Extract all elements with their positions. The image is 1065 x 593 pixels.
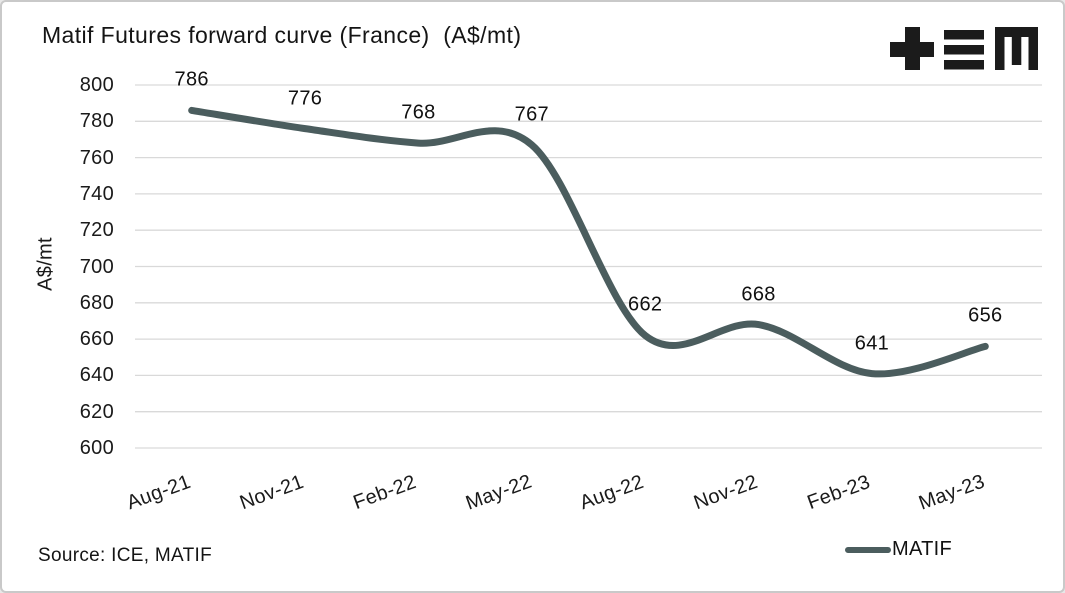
data-label: 767	[514, 103, 549, 126]
y-tick-label: 720	[79, 219, 114, 242]
data-label: 776	[287, 87, 323, 110]
y-tick-label: 600	[79, 437, 114, 459]
y-tick-label: 780	[79, 110, 114, 133]
legend-line-swatch	[845, 546, 891, 553]
data-label: 786	[174, 68, 209, 91]
series-line-matif	[188, 106, 989, 378]
y-tick-label: 620	[79, 400, 114, 423]
gridlines	[135, 84, 1042, 449]
data-label: 768	[401, 101, 436, 124]
y-tick-label: 700	[79, 255, 114, 278]
chart-title: Matif Futures forward curve (France) (A$…	[42, 22, 522, 48]
source-note: Source: ICE, MATIF	[38, 545, 212, 566]
data-label: 641	[854, 332, 890, 355]
y-tick-label: 660	[79, 328, 114, 351]
data-label: 662	[628, 293, 663, 316]
y-tick-label: 740	[79, 182, 114, 205]
legend-label: MATIF	[892, 538, 953, 560]
y-tick-label: 800	[79, 74, 114, 96]
y-tick-label: 760	[79, 146, 114, 169]
legend: MATIF	[845, 538, 952, 561]
data-label: 656	[968, 304, 1003, 327]
tem-logo-icon	[890, 27, 1038, 70]
data-label: 668	[741, 283, 776, 306]
y-tick-label: 640	[79, 364, 114, 387]
tem-logo-shapes	[890, 27, 1038, 70]
y-axis-title: A$/mt	[34, 237, 57, 291]
y-tick-label: 680	[79, 291, 114, 314]
